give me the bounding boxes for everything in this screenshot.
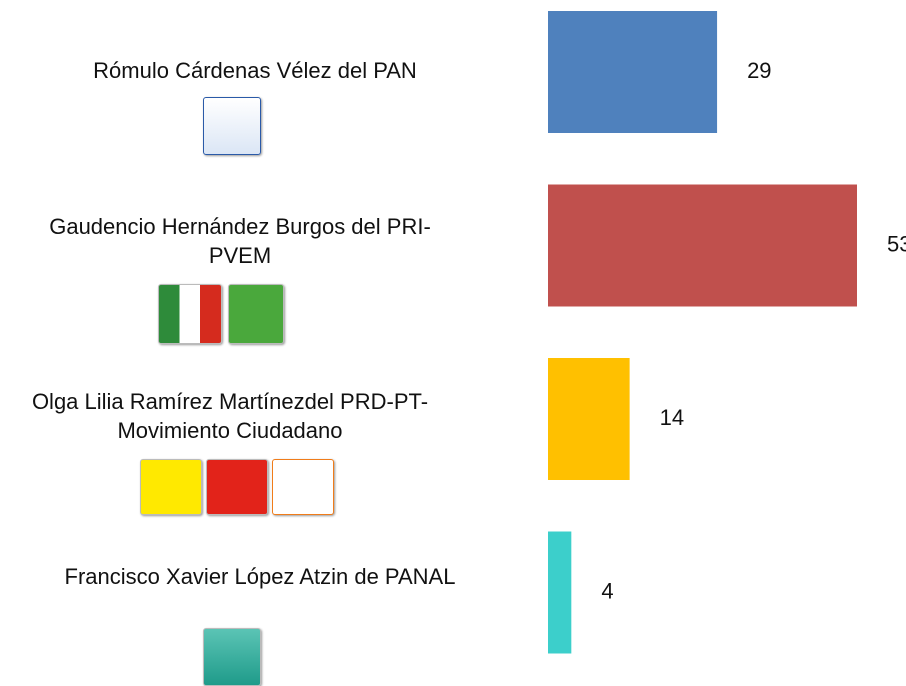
category-label: Francisco Xavier López Atzin de PANAL — [64, 564, 456, 589]
logo — [203, 628, 261, 686]
party-logos — [203, 628, 261, 686]
value-label: 4 — [601, 578, 613, 603]
logo — [203, 97, 261, 155]
bar — [548, 358, 630, 480]
logo — [140, 459, 202, 515]
category-label: Gaudencio Hernández Burgos del PRI-PVEM — [49, 214, 431, 268]
party-logos — [140, 459, 334, 515]
logo — [206, 459, 268, 515]
category-label: Olga Lilia Ramírez Martínezdel PRD-PT-Mo… — [31, 389, 429, 443]
bar — [548, 531, 572, 654]
logo — [158, 284, 222, 344]
value-label: 14 — [660, 405, 684, 430]
logo — [272, 459, 334, 515]
bar — [548, 184, 857, 307]
bar — [548, 11, 718, 133]
category-label: Rómulo Cárdenas Vélez del PAN — [93, 58, 417, 83]
logo — [228, 284, 284, 344]
value-label: 29 — [747, 58, 771, 83]
value-label: 53 — [887, 231, 906, 256]
party-logos — [203, 97, 261, 155]
party-logos — [158, 284, 284, 344]
